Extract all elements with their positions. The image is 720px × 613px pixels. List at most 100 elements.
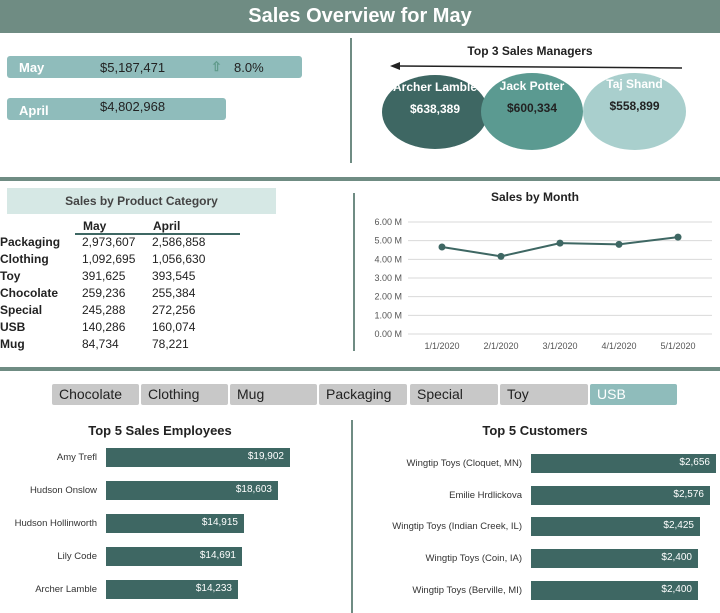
slicer-button-special[interactable]: Special: [410, 384, 498, 405]
manager-name: Jack Potter: [499, 79, 565, 93]
x-tick-label: 1/1/2020: [424, 341, 459, 351]
x-tick-label: 2/1/2020: [483, 341, 518, 351]
bar: $18,603: [106, 481, 278, 500]
category-may-value: 259,236: [82, 286, 126, 300]
x-tick-label: 4/1/2020: [601, 341, 636, 351]
category-row: Toy 391,625 393,545: [0, 268, 260, 285]
manager-amount: $558,899: [609, 99, 660, 113]
bar-value-label: $14,233: [195, 583, 232, 594]
bar-value-label: $19,902: [247, 451, 284, 462]
divider-vertical-bottom: [351, 420, 353, 613]
category-name: Mug: [0, 337, 25, 351]
customers-title: Top 5 Customers: [482, 423, 588, 438]
category-header-rule: [75, 233, 240, 235]
managers-arrow: [390, 62, 683, 70]
y-tick-label: 4.00 M: [374, 254, 402, 264]
category-row: Mug 84,734 78,221: [0, 336, 260, 353]
bar: $2,400: [531, 581, 698, 600]
may-kpi-label: May: [19, 60, 45, 75]
category-row: Clothing 1,092,695 1,056,630: [0, 251, 260, 268]
data-point: [674, 233, 682, 241]
manager-amount: $600,334: [506, 101, 558, 115]
x-tick-label: 5/1/2020: [660, 341, 695, 351]
category-may-value: 84,734: [82, 337, 119, 351]
growth-value: 8.0%: [234, 60, 264, 75]
april-kpi-box: April $4,802,968: [7, 98, 226, 120]
divider-horizontal-1: [0, 177, 720, 181]
bar-label: Archer Lamble: [35, 584, 97, 595]
category-april-value: 78,221: [152, 337, 189, 351]
category-april-value: 272,256: [152, 303, 196, 317]
category-april-value: 393,545: [152, 269, 196, 283]
y-tick-label: 6.00 M: [374, 217, 402, 227]
category-may-value: 140,286: [82, 320, 126, 334]
page-title: Sales Overview for May: [0, 0, 720, 33]
category-row: Packaging 2,973,607 2,586,858: [0, 234, 260, 251]
category-may-value: 391,625: [82, 269, 126, 283]
x-tick-label: 3/1/2020: [542, 341, 577, 351]
category-may-value: 1,092,695: [82, 252, 136, 266]
slicer-button-toy[interactable]: Toy: [500, 384, 588, 405]
bar-label: Lily Code: [57, 551, 97, 562]
category-row: Chocolate 259,236 255,384: [0, 285, 260, 302]
bar-label: Wingtip Toys (Cloquet, MN): [406, 458, 522, 469]
category-name: USB: [0, 320, 26, 334]
bar: $14,691: [106, 547, 242, 566]
manager-name: Archer Lamble: [392, 80, 478, 94]
slicer-button-usb[interactable]: USB: [590, 384, 677, 405]
category-may-value: 245,288: [82, 303, 126, 317]
bar: $14,233: [106, 580, 238, 599]
april-kpi-value: $4,802,968: [100, 99, 166, 114]
category-name: Toy: [0, 269, 21, 283]
bar-label: Wingtip Toys (Coin, IA): [425, 553, 522, 564]
bar: $19,902: [106, 448, 290, 467]
manager-amount: $638,389: [409, 102, 461, 116]
bar: $2,576: [531, 486, 710, 505]
managers-title: Top 3 Sales Managers: [467, 44, 593, 58]
bar-label: Hudson Hollinworth: [14, 518, 97, 529]
may-kpi-box: May $5,187,471 ⇧ 8.0%: [7, 56, 302, 78]
category-name: Chocolate: [0, 286, 59, 300]
slicer-button-clothing[interactable]: Clothing: [141, 384, 228, 405]
bar-value-label: $14,915: [201, 517, 238, 528]
manager-name: Taj Shand: [606, 77, 663, 91]
category-title: Sales by Product Category: [7, 188, 276, 214]
category-april-value: 160,074: [152, 320, 196, 334]
divider-vertical-mid: [353, 193, 355, 351]
up-arrow-icon: ⇧: [211, 59, 222, 74]
category-col-may: May: [83, 219, 107, 233]
bar-label: Emilie Hrdlickova: [449, 490, 522, 501]
divider-horizontal-2: [0, 367, 720, 371]
bar-label: Amy Trefl: [56, 452, 97, 463]
data-point: [497, 252, 505, 260]
bar: $2,425: [531, 517, 700, 536]
bar-label: Hudson Onslow: [29, 485, 97, 496]
category-row: USB 140,286 160,074: [0, 319, 260, 336]
y-tick-label: 1.00 M: [374, 310, 402, 320]
sales-by-month-chart: 0.00 M 1.00 M 2.00 M 3.00 M 4.00 M 5.00 M 6.00…: [374, 217, 712, 351]
y-tick-label: 2.00 M: [374, 292, 402, 302]
category-name: Packaging: [0, 235, 61, 249]
y-tick-label: 5.00 M: [374, 236, 402, 246]
employees-title: Top 5 Sales Employees: [88, 423, 232, 438]
y-tick-label: 0.00 M: [374, 329, 402, 339]
bar-label: Wingtip Toys (Indian Creek, IL): [392, 521, 522, 532]
april-kpi-label: April: [19, 103, 49, 118]
bar-value-label: $2,425: [663, 520, 694, 531]
data-point: [438, 243, 446, 251]
manager-ellipse: Archer Lamble $638,389: [382, 75, 488, 149]
chart-title: Sales by Month: [490, 190, 579, 204]
bar-value-label: $2,576: [673, 489, 704, 500]
data-point: [615, 240, 623, 248]
manager-ellipse: Taj Shand $558,899: [583, 73, 686, 150]
bar-value-label: $14,691: [199, 550, 236, 561]
slicer-button-chocolate[interactable]: Chocolate: [52, 384, 139, 405]
bar-label: Wingtip Toys (Berville, MI): [412, 585, 522, 596]
manager-ellipse: Jack Potter $600,334: [481, 73, 583, 150]
bar-value-label: $2,400: [661, 584, 692, 595]
y-tick-label: 3.00 M: [374, 273, 402, 283]
bar-value-label: $2,656: [679, 457, 710, 468]
slicer-button-packaging[interactable]: Packaging: [319, 384, 407, 405]
slicer-button-mug[interactable]: Mug: [230, 384, 317, 405]
category-april-value: 2,586,858: [152, 235, 206, 249]
